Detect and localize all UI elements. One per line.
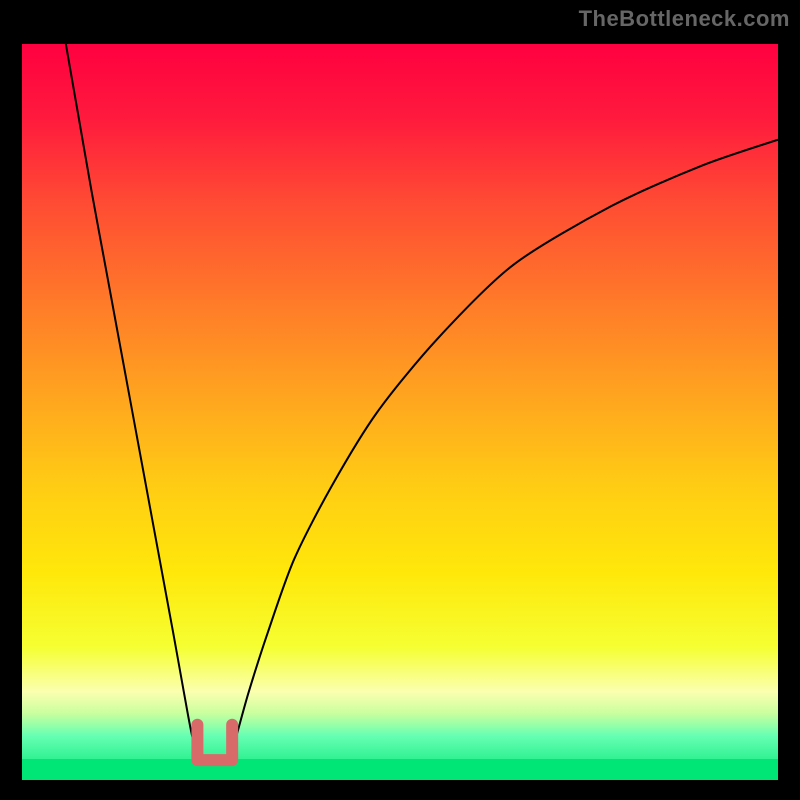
curve-layer [22, 44, 778, 780]
plot-border [10, 32, 790, 792]
stage: TheBottleneck.com [0, 0, 800, 800]
curve-right-branch [230, 140, 778, 758]
plot-area [22, 44, 778, 780]
curve-left-branch [66, 44, 200, 758]
watermark-text: TheBottleneck.com [579, 6, 790, 32]
trough-u-marker [197, 725, 232, 760]
